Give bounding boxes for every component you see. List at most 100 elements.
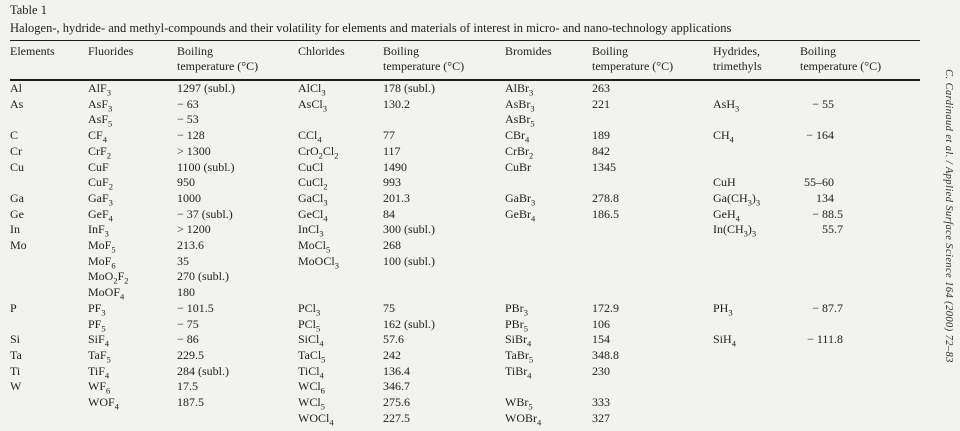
table-row: Ta TaF5 229.5 TaCl5 242 TaBr5 348.8 bbox=[10, 348, 920, 364]
table-row: AsF5 − 53 AsBr5 bbox=[10, 112, 920, 128]
bromide-boiling-cell bbox=[592, 175, 713, 191]
table-row: Mo MoF5 213.6 MoCl5 268 bbox=[10, 238, 920, 254]
chloride-compound-cell bbox=[298, 285, 383, 301]
table-row: P PF3 − 101.5 PCl3 75 PBr3 172.9 PH3 − 87.7 bbox=[10, 301, 920, 317]
chloride-boiling-cell: 136.4 bbox=[383, 363, 410, 378]
element-cell: Si bbox=[10, 332, 21, 347]
table-row: CuF2 950 CuCl2 993 CuH 55–60 bbox=[10, 175, 920, 191]
chloride-boiling-cell: 268 bbox=[383, 238, 401, 253]
hydride-boiling-cell: − 88.5 bbox=[812, 206, 843, 221]
table-row: WOCl4 227.5 WOBr4 327 bbox=[10, 411, 920, 427]
hydride-boiling-cell: − 111.8 bbox=[807, 332, 843, 347]
column-header-fluorides: Fluorides bbox=[88, 40, 177, 81]
bromide-compound-cell: TiBr4 bbox=[505, 363, 532, 381]
bromide-boiling-cell: 154 bbox=[592, 332, 610, 347]
fluoride-compound-cell: GaF3 bbox=[88, 190, 113, 208]
fluoride-boiling-cell: 270 (subl.) bbox=[177, 269, 229, 284]
table-row: In InF3 > 1200 InCl3 300 (subl.) In(CH3)3 55.7 bbox=[10, 222, 920, 238]
chloride-boiling-cell bbox=[383, 285, 505, 301]
chloride-boiling-cell: 117 bbox=[383, 143, 401, 158]
hydride-compound-cell: CuH bbox=[713, 175, 736, 190]
fluoride-boiling-cell: 35 bbox=[177, 253, 189, 268]
column-header-elements: Elements bbox=[10, 40, 88, 81]
element-cell: Ga bbox=[10, 190, 24, 205]
element-cell: Cu bbox=[10, 159, 25, 174]
chloride-boiling-cell: 178 (subl.) bbox=[383, 81, 435, 95]
bromide-compound-cell: PBr3 bbox=[505, 300, 528, 318]
hydride-compound-cell bbox=[713, 238, 800, 254]
table-row: W WF6 17.5 WCl6 346.7 bbox=[10, 379, 920, 395]
table-row: Ti TiF4 284 (subl.) TiCl4 136.4 TiBr4 230 bbox=[10, 364, 920, 380]
chloride-compound-cell: AsCl3 bbox=[298, 96, 327, 114]
chloride-boiling-cell: 275.6 bbox=[383, 395, 410, 410]
fluoride-boiling-cell: 1297 (subl.) bbox=[177, 81, 235, 95]
bromide-compound-cell bbox=[505, 285, 592, 301]
fluoride-compound-cell: MoO2F2 bbox=[88, 269, 129, 286]
chloride-compound-cell: TiCl4 bbox=[298, 363, 324, 381]
hydride-compound-cell: PH3 bbox=[713, 300, 733, 318]
fluoride-compound-cell: CrF2 bbox=[88, 143, 111, 161]
element-cell: Ti bbox=[10, 363, 21, 378]
hydride-compound-cell bbox=[713, 379, 800, 395]
hydride-boiling-cell: − 87.7 bbox=[812, 300, 843, 315]
element-cell: In bbox=[10, 222, 20, 237]
fluoride-compound-cell: MoF6 bbox=[88, 253, 116, 271]
bromide-boiling-cell: 1345 bbox=[592, 159, 616, 174]
fluoride-compound-cell: TaF5 bbox=[88, 347, 111, 365]
fluoride-compound-cell: PF3 bbox=[88, 300, 106, 318]
journal-citation: C. Cardinaud et al. / Applied Surface Sc… bbox=[943, 68, 954, 363]
chloride-compound-cell: WOCl4 bbox=[298, 410, 334, 428]
table-label: Table 1 bbox=[10, 3, 47, 17]
chloride-compound-cell: WCl5 bbox=[298, 395, 325, 412]
bromide-boiling-cell: 221 bbox=[592, 96, 610, 111]
hydride-compound-cell bbox=[713, 112, 800, 128]
element-cell: Cr bbox=[10, 143, 22, 158]
chloride-compound-cell: CuCl bbox=[298, 159, 324, 174]
hydride-boiling-cell bbox=[800, 379, 920, 395]
hydride-compound-cell bbox=[713, 160, 800, 176]
fluoride-boiling-cell: − 86 bbox=[177, 332, 199, 347]
chloride-boiling-cell bbox=[383, 112, 505, 128]
hydride-boiling-cell bbox=[800, 269, 920, 285]
fluoride-boiling-cell: 180 bbox=[177, 285, 195, 300]
hydride-boiling-cell bbox=[800, 411, 920, 427]
chloride-compound-cell: PCl3 bbox=[298, 300, 321, 318]
column-header-boiling-bromides: Boiling temperature (°C) bbox=[592, 40, 713, 81]
chloride-compound-cell: MoCl5 bbox=[298, 238, 331, 255]
chloride-compound-cell: MoOCl3 bbox=[298, 253, 339, 271]
table-row: MoOF4 180 bbox=[10, 285, 920, 301]
table-header: Elements Fluorides Boiling temperature (… bbox=[10, 40, 920, 81]
chloride-boiling-cell: 1490 bbox=[383, 159, 407, 174]
element-cell: P bbox=[10, 300, 17, 315]
bromide-compound-cell: WOBr4 bbox=[505, 410, 542, 428]
element-cell: As bbox=[10, 96, 24, 111]
bromide-compound-cell: PBr5 bbox=[505, 316, 528, 333]
table-row: MoO2F2 270 (subl.) bbox=[10, 269, 920, 285]
bromide-boiling-cell: 172.9 bbox=[592, 300, 619, 315]
bromide-compound-cell: CuBr bbox=[505, 159, 532, 174]
header-row: Elements Fluorides Boiling temperature (… bbox=[10, 40, 920, 81]
hydride-boiling-cell bbox=[800, 144, 920, 160]
chloride-boiling-cell: 201.3 bbox=[383, 190, 410, 205]
bromide-boiling-cell: 278.8 bbox=[592, 190, 619, 205]
paper-page: Table 1 Halogen-, hydride- and methyl-co… bbox=[10, 3, 922, 426]
hydride-compound-cell bbox=[713, 269, 800, 285]
hydride-boiling-cell bbox=[800, 238, 920, 254]
bromide-boiling-cell bbox=[592, 285, 713, 301]
bromide-compound-cell: GaBr3 bbox=[505, 190, 536, 208]
bromide-compound-cell: AsBr5 bbox=[505, 112, 535, 129]
element-cell bbox=[10, 269, 88, 285]
bromide-compound-cell: SiBr4 bbox=[505, 332, 532, 349]
bromide-boiling-cell bbox=[592, 379, 713, 395]
hydride-boiling-cell bbox=[800, 160, 920, 176]
fluoride-compound-cell: SiF4 bbox=[88, 332, 109, 349]
bromide-boiling-cell: 348.8 bbox=[592, 347, 619, 362]
table-row: C CF4 − 128 CCl4 77 CBr4 189 CH4 − 164 bbox=[10, 128, 920, 144]
chloride-compound-cell: CuCl2 bbox=[298, 175, 328, 192]
chloride-boiling-cell: 242 bbox=[383, 347, 401, 362]
bromide-compound-cell: CrBr2 bbox=[505, 143, 534, 161]
bromide-boiling-cell: 842 bbox=[592, 143, 610, 158]
element-cell bbox=[10, 285, 88, 301]
table-row: MoF6 35 MoOCl3 100 (subl.) bbox=[10, 254, 920, 270]
hydride-compound-cell bbox=[713, 395, 800, 411]
